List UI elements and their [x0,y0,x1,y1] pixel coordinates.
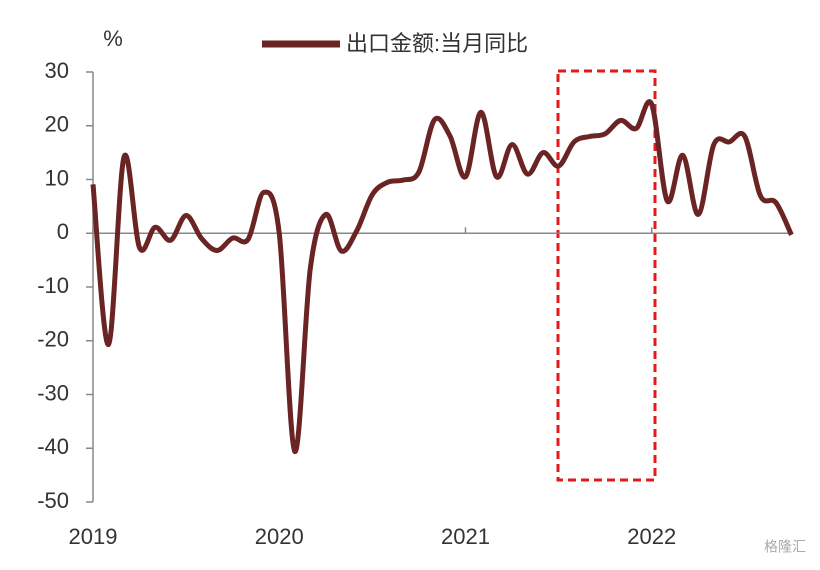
y-tick-label: 30 [45,58,69,83]
y-axis-label: % [103,26,123,51]
y-tick-label: -30 [37,380,69,405]
y-tick-label: 20 [45,112,69,137]
watermark: 格隆汇 [764,539,806,555]
y-tick-label: 0 [57,219,69,244]
highlight-box [556,69,657,482]
y-tick-label: -20 [37,327,69,352]
y-tick-label: -40 [37,434,69,459]
legend-label: 出口金额:当月同比 [346,31,528,56]
x-tick-label: 2020 [255,524,304,549]
x-tick-label: 2019 [69,524,118,549]
x-tick-label: 2022 [627,524,676,549]
y-tick-label: 10 [45,165,69,190]
y-tick-label: -10 [37,273,69,298]
x-tick-label: 2021 [441,524,490,549]
series-line [90,99,794,454]
y-tick-label: -50 [37,488,69,513]
